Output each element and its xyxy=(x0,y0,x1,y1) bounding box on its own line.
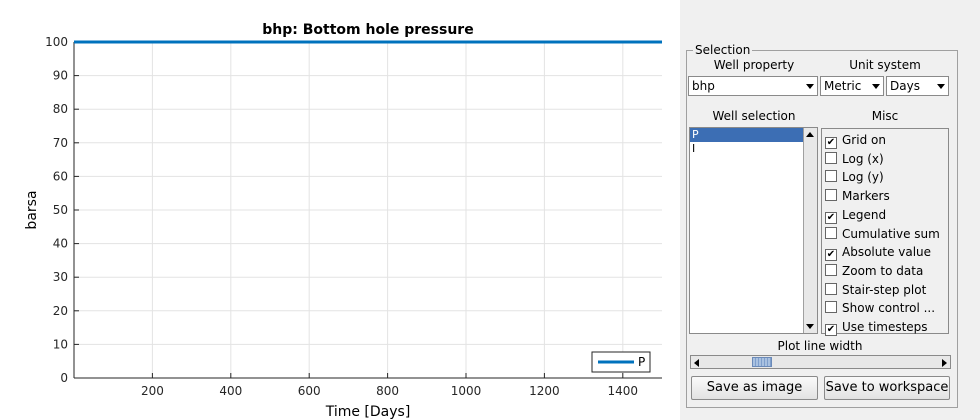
misc-option-row[interactable]: ✔ Absolute value xyxy=(825,244,932,262)
misc-option-label: Markers xyxy=(842,189,890,204)
misc-option-label: Grid on xyxy=(842,133,886,147)
misc-option-label: Show control ... xyxy=(842,301,936,316)
slider-thumb[interactable] xyxy=(752,357,773,367)
misc-option-row[interactable]: ✔ Grid on xyxy=(825,132,886,149)
legend-label-P: P xyxy=(638,355,645,369)
chevron-down-icon xyxy=(806,84,814,89)
save-to-workspace-button[interactable]: Save to workspace xyxy=(824,376,950,400)
misc-label: Misc xyxy=(871,109,899,123)
misc-option-label: Legend xyxy=(842,207,887,222)
slider-right-icon[interactable] xyxy=(942,359,947,367)
misc-option-label: Use timesteps xyxy=(842,320,928,334)
save-as-image-button[interactable]: Save as image xyxy=(691,376,818,400)
plot-area: 200 400 600 800 1000 1200 1400 0 10 20 30 40 50 60 70 8… xyxy=(0,0,680,420)
well-list-item[interactable]: P xyxy=(690,128,805,142)
well-property-label: Well property xyxy=(713,58,795,72)
checkbox[interactable]: ✔ xyxy=(825,137,837,149)
x-tick-label: 1400 xyxy=(608,384,639,398)
selection-group-title: Selection xyxy=(693,43,753,57)
plot-line-width-label: Plot line width xyxy=(777,339,863,353)
x-tick-label: 1200 xyxy=(529,384,560,398)
selection-panel: Selection Well property Unit system bhp … xyxy=(686,43,958,410)
misc-option-label: Zoom to data xyxy=(842,263,924,278)
misc-option-row[interactable]: Stair-step plot xyxy=(825,282,926,298)
well-property-value: bhp xyxy=(692,79,715,93)
x-tick-label: 400 xyxy=(219,384,242,398)
misc-option-row[interactable]: ✔ Use timesteps xyxy=(825,319,928,336)
misc-option-label: Cumulative sum xyxy=(842,226,940,241)
checkbox[interactable] xyxy=(825,226,837,239)
chevron-down-icon xyxy=(937,84,945,89)
y-tick-label: 70 xyxy=(53,136,68,150)
checkbox[interactable] xyxy=(825,263,837,276)
x-tick-label: 1000 xyxy=(451,384,482,398)
x-tick-label: 600 xyxy=(298,384,321,398)
unit-system-label: Unit system xyxy=(849,58,921,72)
misc-option-row[interactable]: Log (y) xyxy=(825,169,884,185)
y-tick-label: 100 xyxy=(45,35,68,49)
misc-option-label: Absolute value xyxy=(842,245,932,260)
checkbox[interactable] xyxy=(825,189,837,202)
y-tick-label: 20 xyxy=(53,304,68,318)
y-tick-label: 80 xyxy=(53,102,68,116)
unit-time-dropdown[interactable]: Days xyxy=(886,76,949,96)
y-tick-label: 40 xyxy=(53,237,68,251)
misc-option-row[interactable]: Zoom to data xyxy=(825,263,923,279)
unit-time-value: Days xyxy=(890,79,920,93)
slider-left-icon[interactable] xyxy=(694,359,699,367)
y-tick-label: 30 xyxy=(53,270,68,284)
scroll-down-icon[interactable] xyxy=(806,324,814,329)
checkbox[interactable] xyxy=(825,151,837,164)
checkbox[interactable] xyxy=(825,282,837,295)
y-tick-label: 10 xyxy=(53,337,68,351)
checkbox[interactable] xyxy=(825,301,837,314)
selection-group: Selection xyxy=(686,43,958,408)
misc-option-row[interactable]: Markers xyxy=(825,188,890,204)
y-tick-label: 0 xyxy=(60,371,68,385)
misc-option-row[interactable]: ✔ Legend xyxy=(825,207,887,224)
x-axis-label: Time [Days] xyxy=(325,404,411,420)
y-tick-label: 90 xyxy=(53,69,68,83)
well-list-scrollbar[interactable] xyxy=(803,128,817,333)
unit-metric-value: Metric xyxy=(824,79,862,93)
misc-options-box: ✔ Grid on Log (x) Log (y) Markers ✔ Legend Cumu… xyxy=(821,128,949,336)
chevron-down-icon xyxy=(872,84,880,89)
unit-metric-dropdown[interactable]: Metric xyxy=(820,76,884,96)
misc-option-label: Stair-step plot xyxy=(842,282,927,297)
plot-line-width-slider[interactable] xyxy=(690,355,951,369)
well-list-item[interactable]: I xyxy=(692,142,696,155)
checkbox[interactable] xyxy=(825,170,837,183)
checkbox[interactable]: ✔ xyxy=(825,211,837,224)
misc-option-label: Log (x) xyxy=(842,151,884,166)
well-selection-label: Well selection xyxy=(712,109,796,123)
y-tick-label: 60 xyxy=(53,169,68,183)
checkbox[interactable]: ✔ xyxy=(825,324,837,336)
chart-title: bhp: Bottom hole pressure xyxy=(262,22,473,38)
bhp-chart: 200 400 600 800 1000 1200 1400 0 10 20 30 40 50 60 70 8… xyxy=(24,22,662,420)
checkbox[interactable]: ✔ xyxy=(825,249,837,262)
misc-option-row[interactable]: Show control ... xyxy=(825,300,935,316)
x-tick-label: 800 xyxy=(376,384,399,398)
x-tick-label: 200 xyxy=(141,384,164,398)
scroll-up-icon[interactable] xyxy=(806,132,814,137)
y-axis-label: barsa xyxy=(24,190,40,229)
misc-option-label: Log (y) xyxy=(842,170,884,185)
misc-option-row[interactable]: Cumulative sum xyxy=(825,226,940,242)
well-property-dropdown[interactable]: bhp xyxy=(688,76,818,96)
misc-option-row[interactable]: Log (x) xyxy=(825,151,884,167)
y-tick-label: 50 xyxy=(53,203,68,217)
